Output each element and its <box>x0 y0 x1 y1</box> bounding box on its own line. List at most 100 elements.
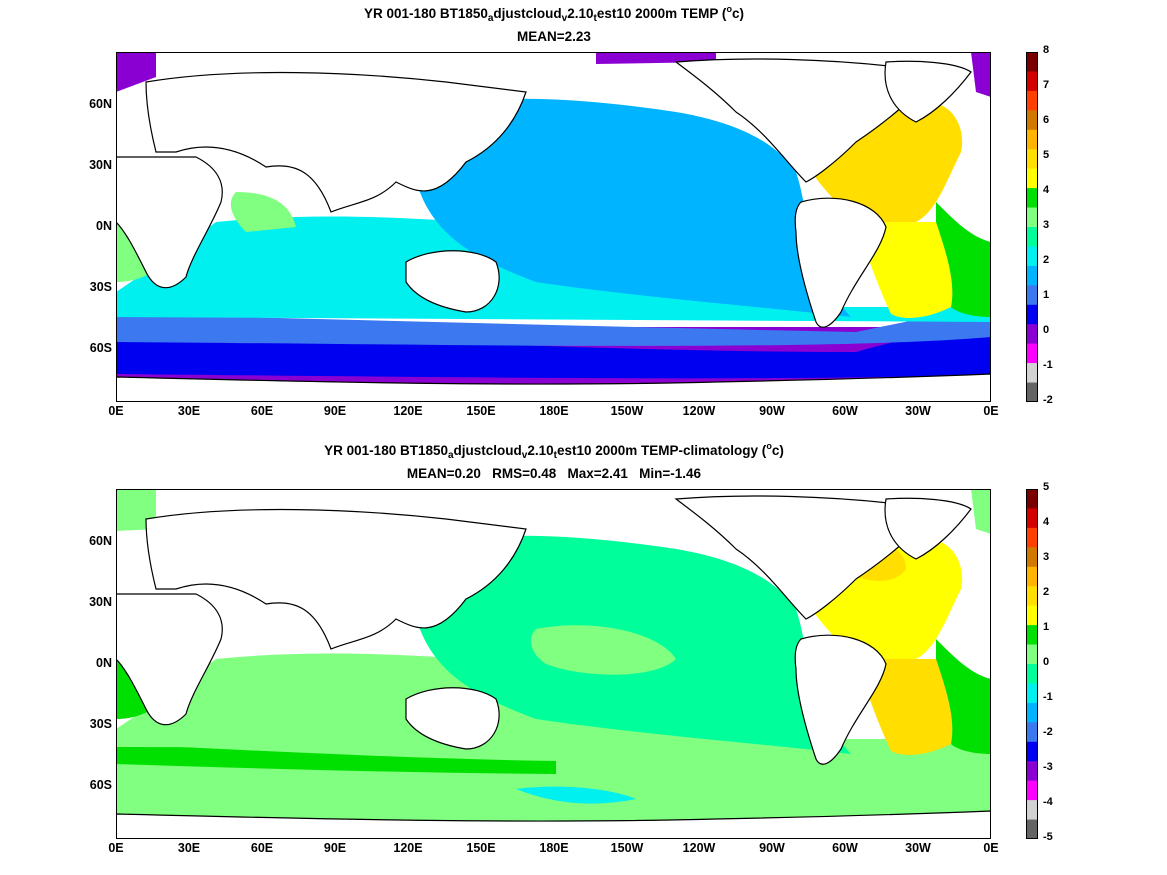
colorbar-tick: -2 <box>1043 726 1053 738</box>
title-subscript: a <box>447 450 454 461</box>
title-text: YR 001-180 BT1850 <box>364 6 488 21</box>
y-tick-label: 30S <box>89 280 112 294</box>
panel-subtitle: MEAN=0.20 RMS=0.48 Max=2.41 Min=-1.46 <box>406 466 702 481</box>
colorbar-swatch <box>1026 644 1038 665</box>
continent-north-america <box>674 58 938 183</box>
y-tick-label: 60N <box>89 534 112 548</box>
continent-australia <box>405 250 500 313</box>
title-superscript: o <box>766 441 772 451</box>
colorbar-tick: 5 <box>1043 149 1050 161</box>
colorbar-tick: 0 <box>1043 656 1050 668</box>
colorbar-tick: 1 <box>1043 289 1050 301</box>
colorbar-tick: 2 <box>1043 254 1050 266</box>
y-tick-label: 60S <box>89 341 112 355</box>
x-tick-label: 0E <box>108 404 124 418</box>
colorbar-swatch <box>1026 168 1038 189</box>
continent-south-america <box>794 197 887 328</box>
x-tick-label: 0E <box>108 841 124 855</box>
colorbar-swatch <box>1026 605 1038 626</box>
x-tick-label: 120W <box>682 404 716 418</box>
colorbar-swatch <box>1026 625 1038 645</box>
colorbar-swatch <box>1026 722 1038 743</box>
title-text: 2.10 <box>527 443 554 458</box>
colorbar-swatch <box>1026 780 1038 801</box>
x-tick-label: 30E <box>177 841 201 855</box>
map-svg <box>116 489 991 839</box>
x-tick-label: 90E <box>323 404 347 418</box>
title-text: djustcloud <box>453 443 522 458</box>
colorbar-frame <box>1026 489 1038 839</box>
region-pacific <box>412 98 851 317</box>
title-subscript: v <box>561 13 568 24</box>
x-tick-label: 90E <box>323 841 347 855</box>
colorbar-swatch <box>1026 129 1038 150</box>
colorbar-tick: 3 <box>1043 219 1050 231</box>
continent-antarctica <box>116 810 991 839</box>
colorbar-svg <box>1026 52 1038 402</box>
region-atlantic-east <box>936 639 991 754</box>
colorbar-tick: 5 <box>1043 481 1050 493</box>
colorbar-tick: -5 <box>1043 831 1053 843</box>
colorbar-swatch <box>1026 285 1038 306</box>
colorbar-tick: -4 <box>1043 796 1053 808</box>
panel-bottom: YR 001-180 BT1850adjustcloudv2.10test10 … <box>0 437 1167 875</box>
colorbar-swatch <box>1026 819 1038 839</box>
x-tick-label: 0E <box>983 841 999 855</box>
colorbar-swatch <box>1026 207 1038 228</box>
title-text: 2.10 <box>567 6 594 21</box>
x-tick-label: 60E <box>250 841 274 855</box>
region-arctic <box>116 52 156 92</box>
colorbar-swatch <box>1026 110 1038 131</box>
region-arctic <box>971 52 991 97</box>
title-text: est10 2000m TEMP ( <box>596 6 727 21</box>
x-tick-label: 90W <box>759 841 785 855</box>
title-subscript: t <box>593 13 597 24</box>
continent-africa <box>116 156 223 289</box>
colorbar-swatch <box>1026 265 1038 286</box>
colorbar-swatch <box>1026 566 1038 587</box>
colorbar-swatch <box>1026 508 1038 529</box>
colorbar-frame <box>1026 52 1038 402</box>
x-tick-label: 150E <box>466 404 496 418</box>
colorbar-tick: -2 <box>1043 394 1053 406</box>
colorbar-swatch <box>1026 227 1038 247</box>
x-tick-label: 120E <box>393 404 423 418</box>
colorbar-tick: 1 <box>1043 621 1050 633</box>
x-tick-label: 150E <box>466 841 496 855</box>
continent-africa <box>116 593 223 726</box>
region-arctic <box>971 489 991 534</box>
colorbar-swatch <box>1026 363 1038 383</box>
x-tick-label: 180E <box>539 841 569 855</box>
title-text: c) <box>731 6 744 21</box>
x-tick-label: 60W <box>832 841 858 855</box>
colorbar-tick: 6 <box>1043 114 1050 126</box>
colorbar-swatch <box>1026 324 1038 344</box>
region-southern-ocean <box>116 744 556 774</box>
x-tick-label: 150W <box>610 841 644 855</box>
region-southern-ocean <box>516 786 636 804</box>
y-tick-label: 0N <box>96 656 112 670</box>
y-tick-label: 30S <box>89 717 112 731</box>
panel-title: YR 001-180 BT1850adjustcloudv2.10test10 … <box>0 441 1108 461</box>
region-southern-ocean <box>116 310 991 346</box>
continent-eurasia <box>145 508 527 650</box>
continent-greenland <box>884 60 972 123</box>
x-tick-label: 150W <box>610 404 644 418</box>
colorbar-swatch <box>1026 527 1038 548</box>
region-atlantic-east <box>936 202 991 317</box>
map-plot <box>116 52 991 402</box>
colorbar-swatch <box>1026 343 1038 364</box>
y-tick-label: 0N <box>96 219 112 233</box>
x-tick-label: 90W <box>759 404 785 418</box>
map-frame <box>116 52 991 402</box>
x-tick-label: 30W <box>905 841 931 855</box>
colorbar-tick: 4 <box>1043 184 1050 196</box>
x-tick-label: 180E <box>539 404 569 418</box>
colorbar-tick: 2 <box>1043 586 1050 598</box>
colorbar-tick: 7 <box>1043 79 1050 91</box>
colorbar-tick: -1 <box>1043 691 1053 703</box>
y-tick-label: 60N <box>89 97 112 111</box>
map-frame <box>116 489 991 839</box>
colorbar <box>1026 52 1038 402</box>
panel-top: YR 001-180 BT1850adjustcloudv2.10test10 … <box>0 0 1167 437</box>
